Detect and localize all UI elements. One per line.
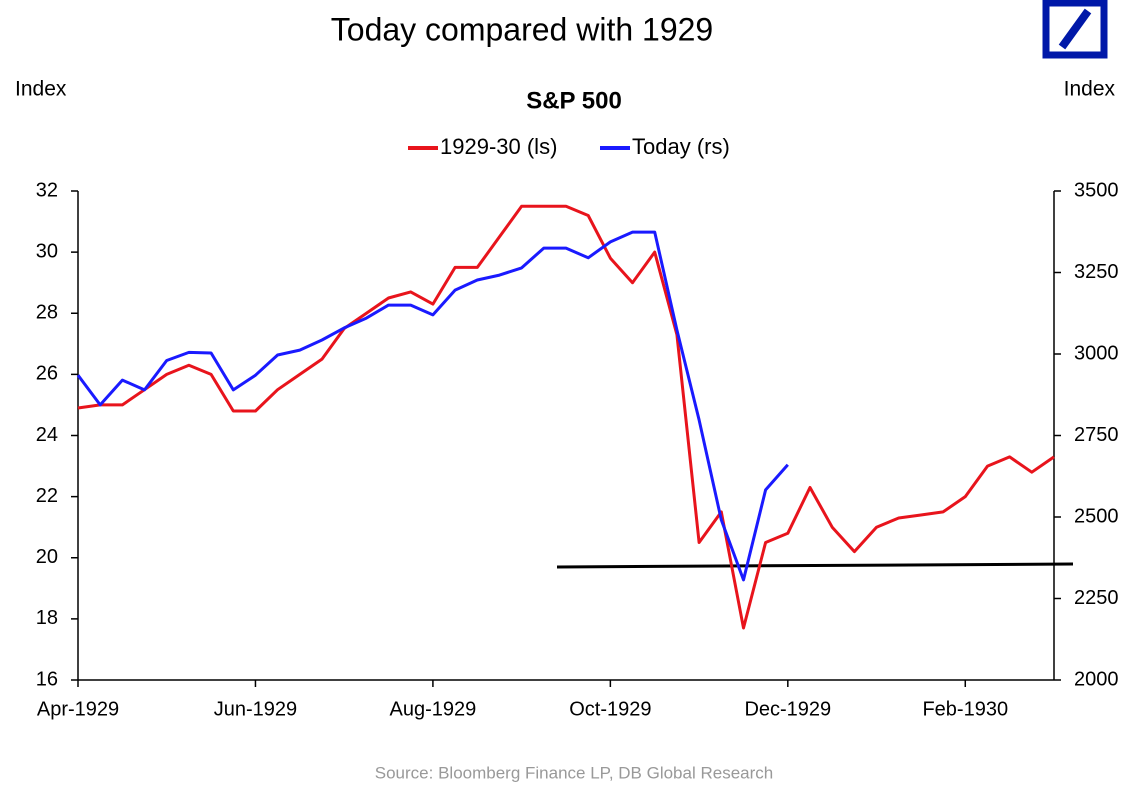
x-tick-label: Oct-1929 [569,698,651,720]
source-note: Source: Bloomberg Finance LP, DB Global … [375,763,773,782]
y-tick-label: 30 [36,240,58,262]
series-line [77,204,1055,630]
y2-tick-label: 3250 [1074,261,1119,283]
legend-label: Today (rs) [632,134,730,159]
y-tick-label: 18 [36,607,58,629]
y2-tick-label: 2250 [1074,587,1119,609]
y-tick-label: 28 [36,302,58,324]
y-tick-label: 16 [36,668,58,690]
y-tick-label: 26 [36,363,58,385]
x-tick-label: Aug-1929 [390,698,477,720]
series-line [76,230,789,582]
legend-label: 1929-30 (ls) [440,134,557,159]
y2-tick-label: 2500 [1074,505,1119,527]
chart-subtitle: S&P 500 [526,87,622,114]
y-tick-label: 24 [36,424,58,446]
chart-title: Today compared with 1929 [331,11,713,47]
y2-tick-label: 3500 [1074,179,1119,201]
x-tick-label: Jun-1929 [214,698,297,720]
y2-axis-label: Index [1064,78,1116,101]
y-axis-label: Index [15,78,67,101]
y2-tick-label: 2000 [1074,668,1119,690]
x-tick-label: Dec-1929 [744,698,831,720]
y2-tick-label: 2750 [1074,424,1119,446]
logo [1042,0,1108,59]
y2-tick-label: 3000 [1074,342,1119,364]
y-tick-label: 22 [36,485,58,507]
support-line [556,562,1074,569]
y-tick-label: 32 [36,179,58,201]
y-tick-label: 20 [36,546,58,568]
x-tick-label: Apr-1929 [37,698,119,720]
x-tick-label: Feb-1930 [922,698,1008,720]
